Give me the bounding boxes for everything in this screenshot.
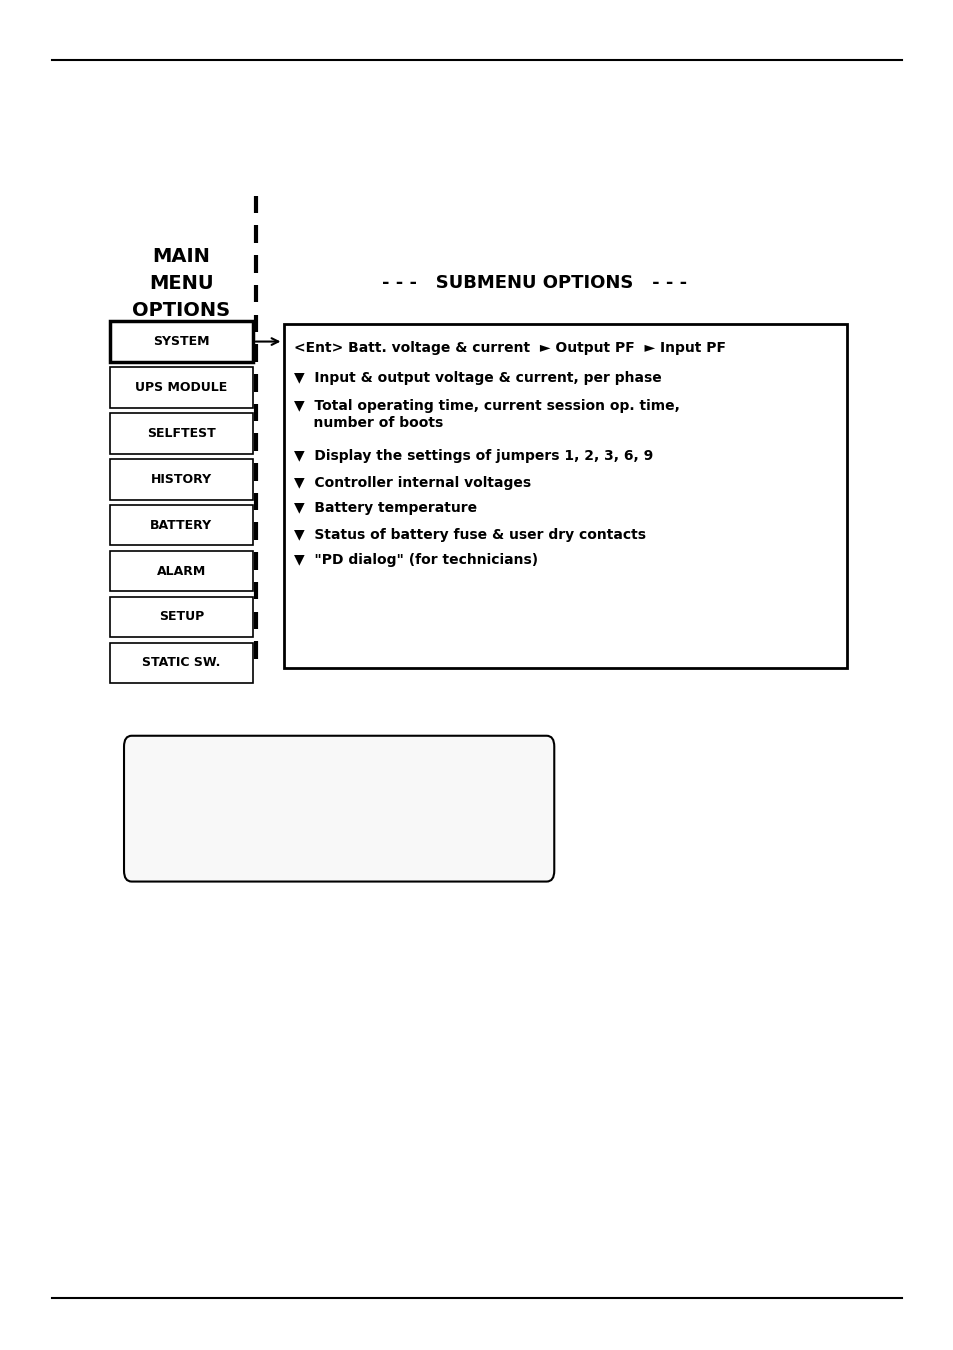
FancyBboxPatch shape <box>110 321 253 362</box>
Text: HISTORY: HISTORY <box>151 472 212 486</box>
Text: <Ent> Batt. voltage & current  ► Output PF  ► Input PF: <Ent> Batt. voltage & current ► Output P… <box>294 342 725 355</box>
FancyBboxPatch shape <box>110 597 253 637</box>
Text: ▼  Display the settings of jumpers 1, 2, 3, 6, 9: ▼ Display the settings of jumpers 1, 2, … <box>294 450 653 463</box>
Text: ▼  Controller internal voltages: ▼ Controller internal voltages <box>294 477 531 490</box>
Text: BATTERY: BATTERY <box>150 518 213 532</box>
Text: SYSTEM: SYSTEM <box>152 335 210 348</box>
FancyBboxPatch shape <box>110 505 253 545</box>
Text: ▼  Input & output voltage & current, per phase: ▼ Input & output voltage & current, per … <box>294 371 660 385</box>
FancyBboxPatch shape <box>110 551 253 591</box>
FancyBboxPatch shape <box>124 736 554 882</box>
Text: ▼  Battery temperature: ▼ Battery temperature <box>294 501 476 514</box>
Text: SELFTEST: SELFTEST <box>147 427 215 440</box>
Text: ▼  Status of battery fuse & user dry contacts: ▼ Status of battery fuse & user dry cont… <box>294 528 645 541</box>
Text: ▼  Total operating time, current session op. time,
    number of boots: ▼ Total operating time, current session … <box>294 400 679 429</box>
FancyBboxPatch shape <box>110 459 253 500</box>
FancyBboxPatch shape <box>110 643 253 683</box>
FancyBboxPatch shape <box>110 367 253 408</box>
FancyBboxPatch shape <box>110 413 253 454</box>
Text: SETUP: SETUP <box>158 610 204 624</box>
Text: ▼  "PD dialog" (for technicians): ▼ "PD dialog" (for technicians) <box>294 554 537 567</box>
Text: UPS MODULE: UPS MODULE <box>135 381 227 394</box>
Text: ALARM: ALARM <box>156 564 206 578</box>
Text: - - -   SUBMENU OPTIONS   - - -: - - - SUBMENU OPTIONS - - - <box>381 274 686 293</box>
Text: STATIC SW.: STATIC SW. <box>142 656 220 670</box>
Text: MAIN
MENU
OPTIONS: MAIN MENU OPTIONS <box>132 247 230 320</box>
FancyBboxPatch shape <box>284 324 846 668</box>
